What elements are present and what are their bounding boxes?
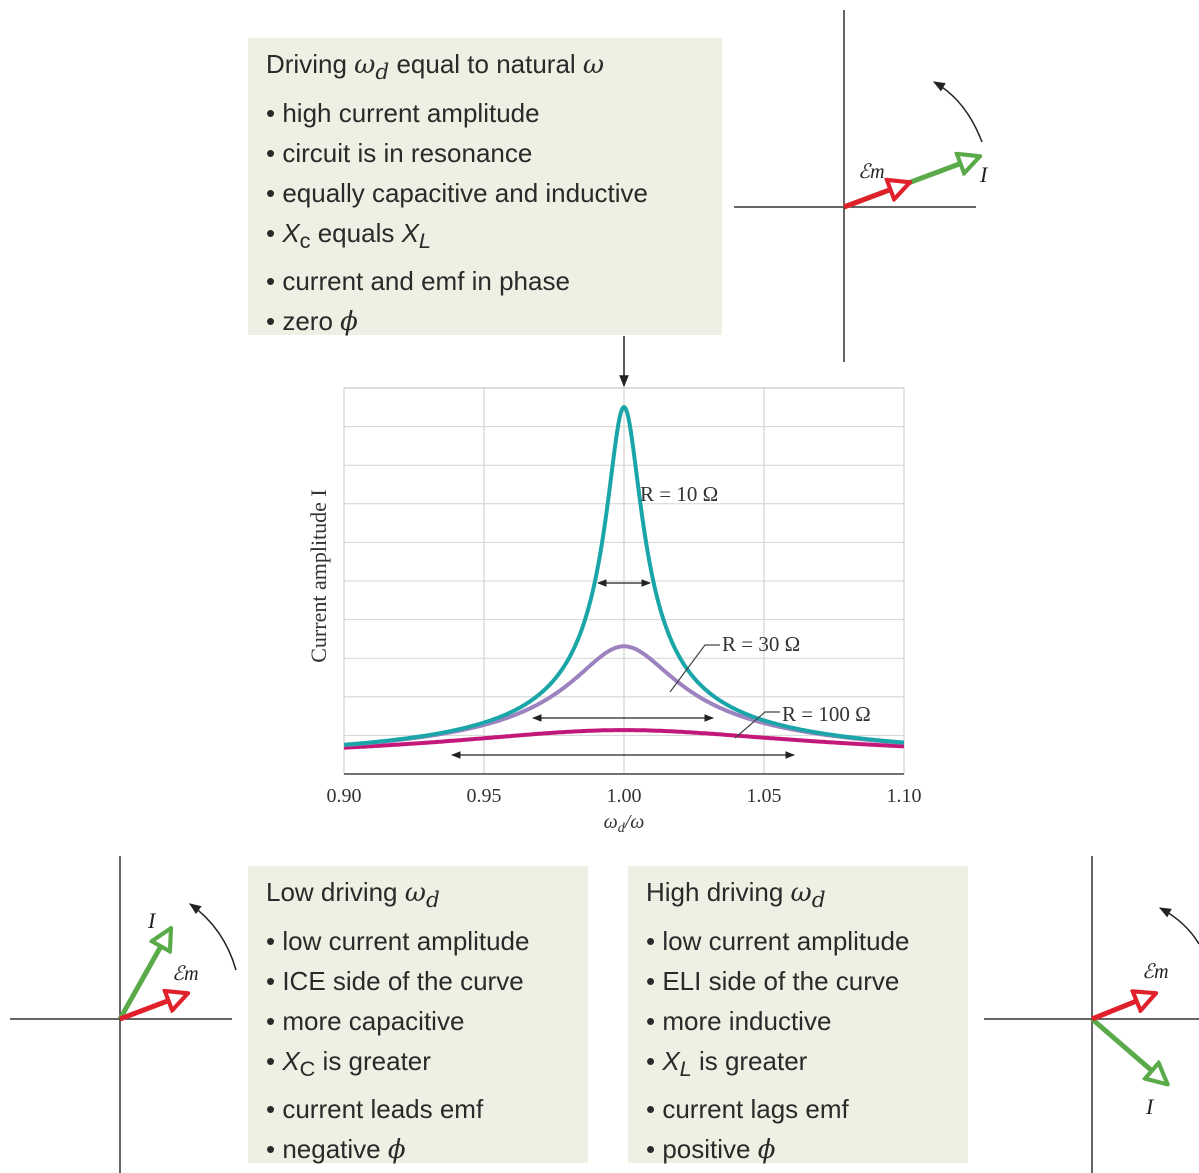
list-item: current and emf in phase [266,261,722,301]
list-item: ELI side of the curve [646,961,968,1001]
list-item: current lags emf [646,1089,968,1129]
emf-label: ℰm [1142,961,1169,983]
leader-r100 [734,711,780,739]
x-tick-label: 1.00 [607,785,642,807]
list-item: XL is greater [646,1041,968,1089]
current-phasor [117,930,170,1021]
current-label: I [979,162,989,187]
emf-label: ℰm [172,963,199,985]
list-item: low current amplitude [266,921,588,961]
leader-r30 [669,644,720,693]
x-tick-label: 1.10 [887,785,922,807]
chart-curves [343,404,905,750]
y-axis-label: Current amplitude I [306,489,331,663]
list-item: high current amplitude [266,93,722,133]
high-driving-info-box: High driving ωd low current amplitude EL… [628,866,968,1165]
low-driving-info-box: Low driving ωd low current amplitude ICE… [248,866,588,1165]
low-driving-list: low current amplitude ICE side of the cu… [266,921,588,1170]
list-item: circuit is in resonance [266,133,722,173]
series-line [343,728,905,750]
phasor-diagram-high: ℰm I [984,856,1199,1173]
list-item: XC is greater [266,1041,588,1089]
high-driving-heading: High driving ωd [646,877,826,914]
list-item: Xc equals XL [266,213,722,261]
low-driving-heading: Low driving ωd [266,877,440,914]
rotation-arrow [189,903,237,971]
resonance-chart: 0.90 0.95 1.00 1.05 1.10 Current amplitude I… [306,387,922,836]
rotation-arrow [1158,907,1199,945]
x-tick-label: 0.95 [467,785,502,807]
x-tick-label: 1.05 [747,785,782,807]
resonance-list: high current amplitude circuit is in res… [266,93,722,342]
list-item: more inductive [646,1001,968,1041]
current-label: I [147,908,157,933]
resonance-info-box: Driving ωd equal to natural ω high curre… [248,38,722,337]
chart-ticks: 0.90 0.95 1.00 1.05 1.10 [327,785,922,807]
list-item: current leads emf [266,1089,588,1129]
label-r100: R = 100 Ω [782,702,871,726]
x-tick-label: 0.90 [327,785,362,807]
rotation-arrow [932,81,983,143]
list-item: zero ϕ [266,301,722,342]
current-label: I [1145,1094,1155,1119]
series-line [343,404,905,747]
resonance-heading: Driving ωd equal to natural ω [266,49,605,86]
phasor-diagram-resonance: ℰm I [734,10,989,362]
list-item: more capacitive [266,1001,588,1041]
list-item: positive ϕ [646,1129,968,1170]
label-r10: R = 10 Ω [640,482,718,506]
emf-phasor [119,994,186,1022]
current-phasor [1090,1017,1166,1083]
emf-phasor [1091,994,1154,1022]
emf-label: ℰm [858,161,885,183]
list-item: equally capacitive and inductive [266,173,722,213]
x-axis-label: ωd/ω [604,811,645,836]
list-item: ICE side of the curve [266,961,588,1001]
high-driving-list: low current amplitude ELI side of the cu… [646,921,968,1170]
list-item: negative ϕ [266,1129,588,1170]
phasor-diagram-low: ℰm I [10,856,237,1173]
emf-phasor [843,183,908,210]
list-item: low current amplitude [646,921,968,961]
label-r30: R = 30 Ω [722,632,800,656]
